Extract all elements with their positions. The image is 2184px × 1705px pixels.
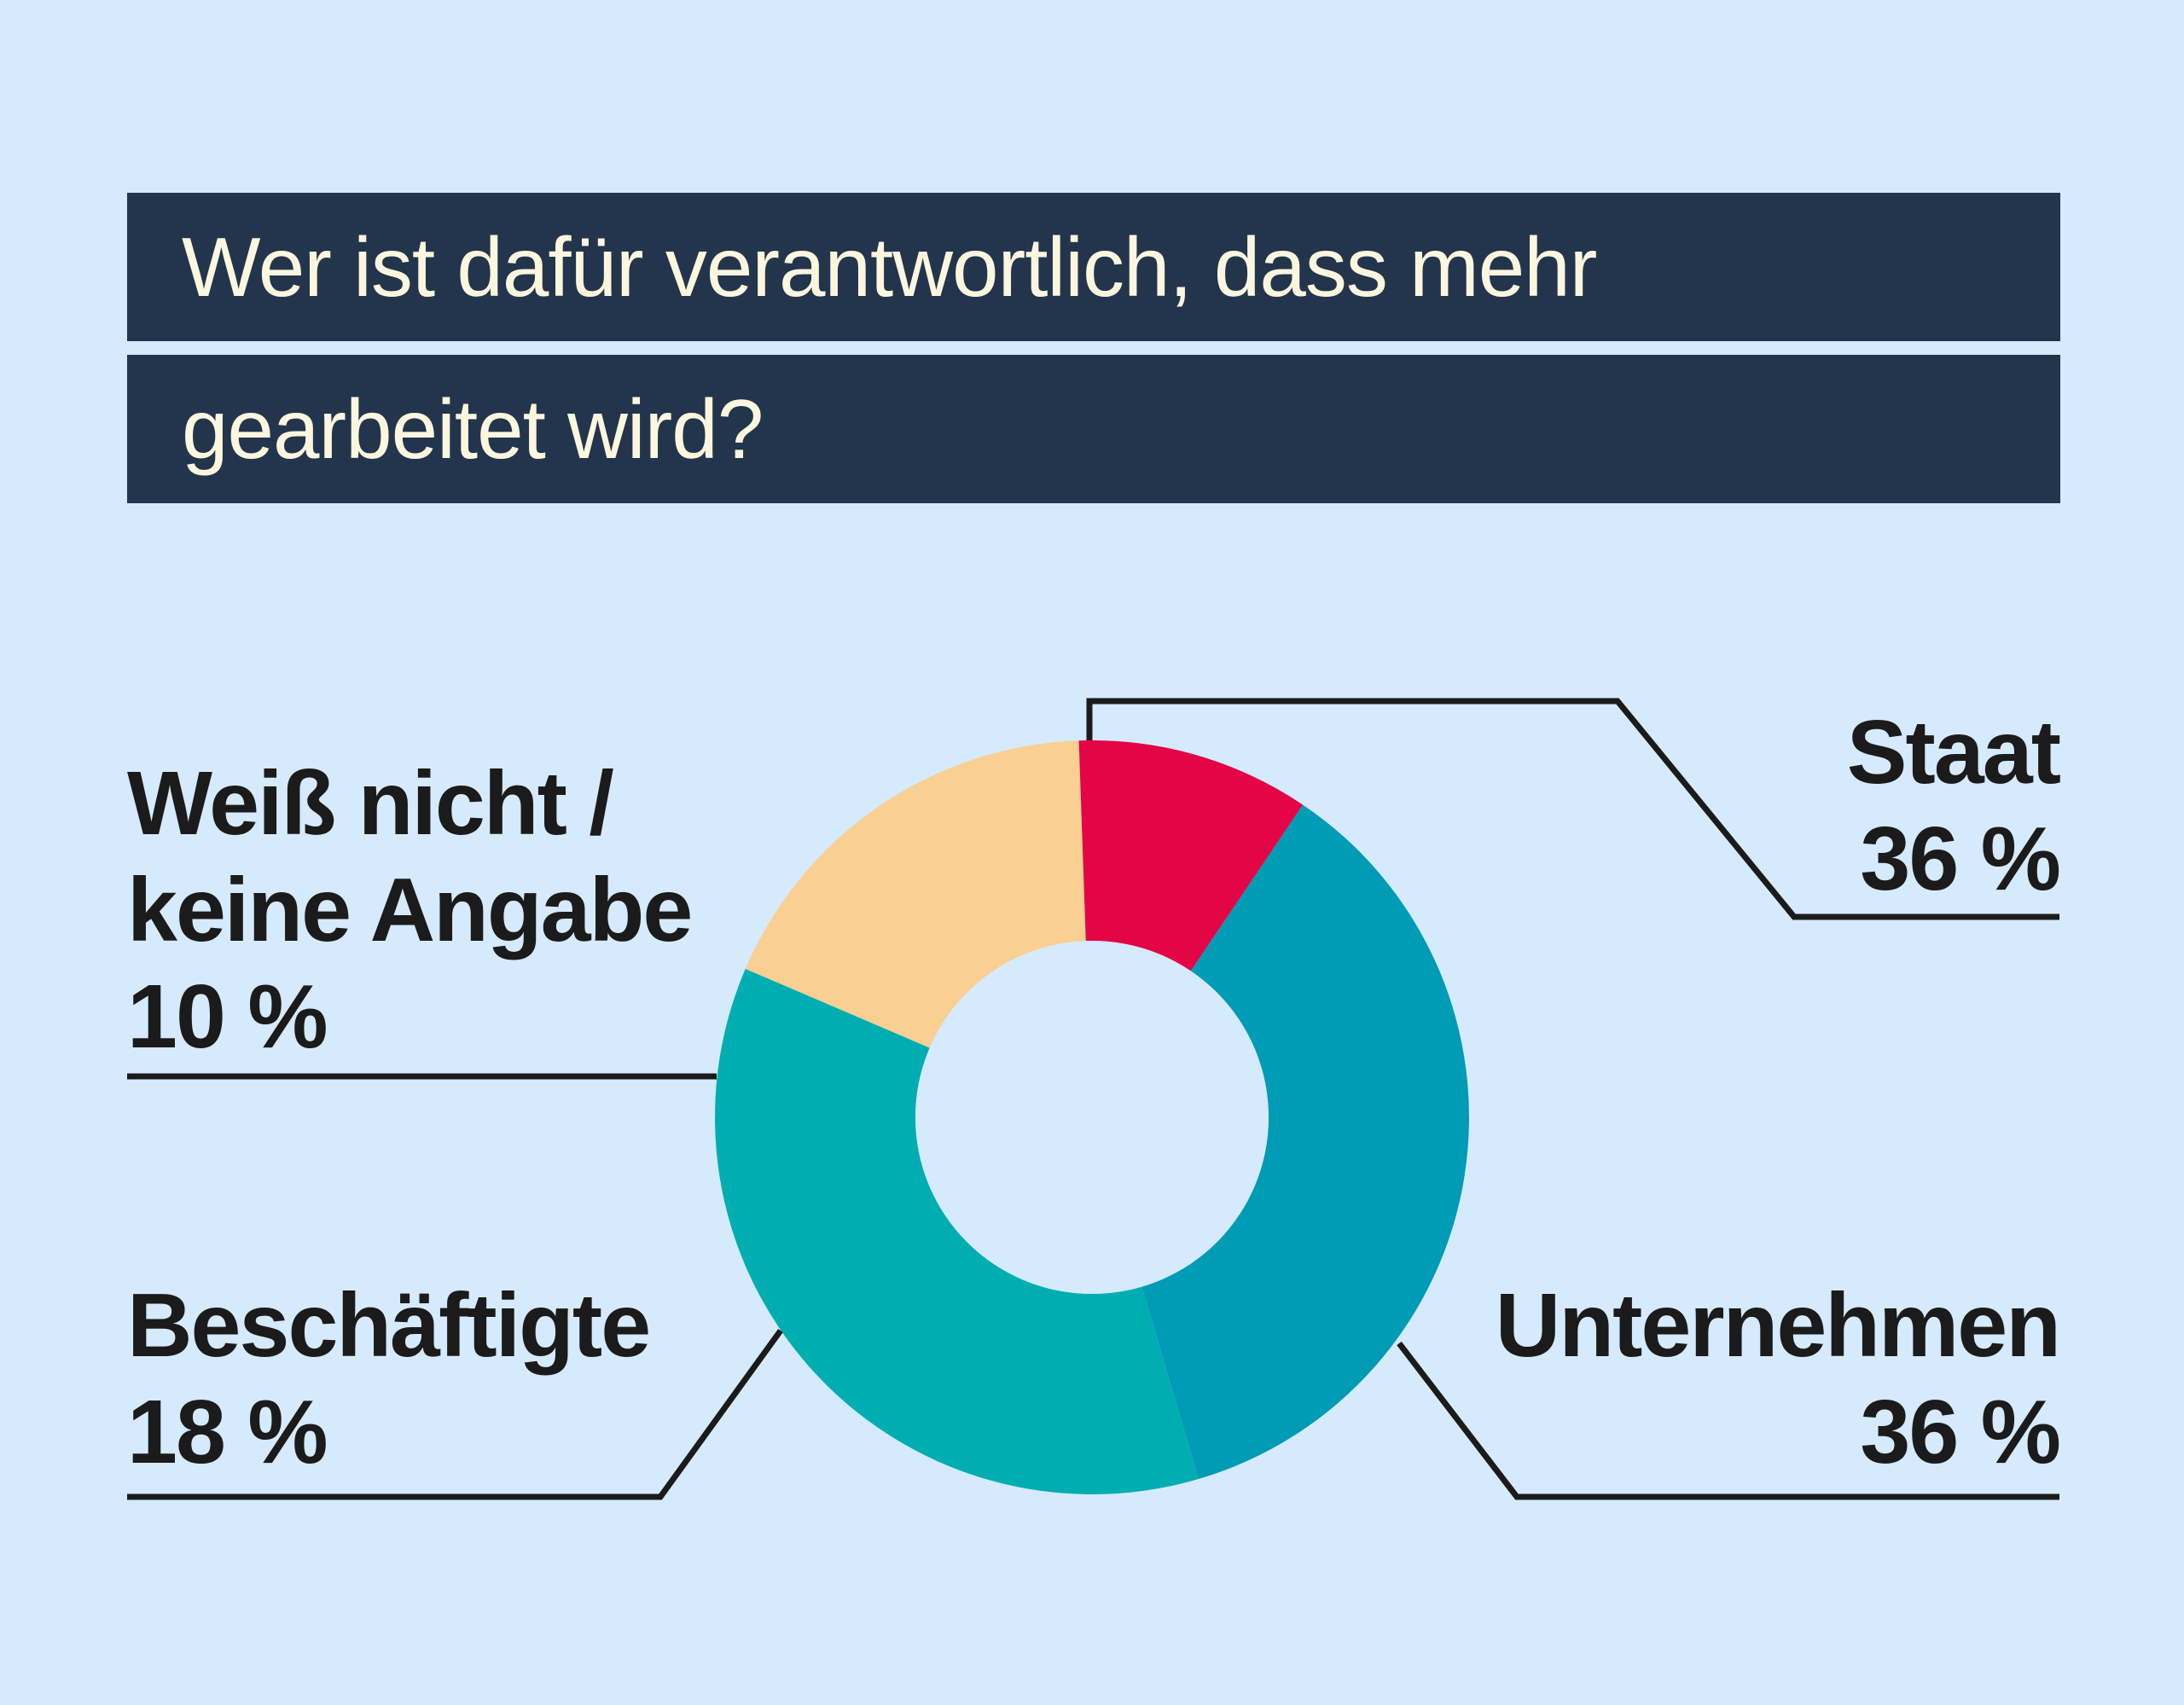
chart-title-text-2: gearbeitet wird? — [182, 381, 764, 476]
label-beschaeftigte-value: 18 % — [127, 1382, 328, 1482]
slice-weiss-nicht — [1078, 739, 1304, 971]
label-unternehmen-name: Unternehmen — [1495, 1275, 2061, 1376]
label-weiss-nicht: Weiß nicht / keine Angabe 10 % — [127, 751, 693, 1070]
slice-beschaeftigte — [745, 740, 1086, 1048]
slice-unternehmen — [715, 968, 1199, 1494]
chart-title-text-1: Wer ist dafür verantwortlich, dass mehr — [182, 219, 1597, 314]
chart-title-line-2: gearbeitet wird? — [127, 355, 2060, 503]
leader-beschaeftigte — [127, 1328, 783, 1500]
leader-unternehmen — [1397, 1341, 2059, 1500]
donut-hole — [915, 941, 1269, 1294]
label-weiss-nicht-line1: Weiß nicht / — [127, 753, 614, 854]
label-staat: Staat 36 % — [1846, 699, 2061, 913]
label-weiss-nicht-line2: keine Angabe — [127, 860, 693, 960]
label-unternehmen: Unternehmen 36 % — [1495, 1273, 2061, 1486]
slice-staat — [1141, 804, 1469, 1480]
leader-lines — [127, 698, 2059, 1500]
label-weiss-nicht-value: 10 % — [127, 966, 328, 1067]
label-beschaeftigte: Beschäftigte 18 % — [127, 1273, 651, 1486]
donut-slices — [715, 739, 1469, 1494]
leader-staat — [1086, 698, 2059, 920]
label-beschaeftigte-name: Beschäftigte — [127, 1275, 651, 1376]
chart-title-line-1: Wer ist dafür verantwortlich, dass mehr — [127, 193, 2060, 341]
label-unternehmen-value: 36 % — [1860, 1382, 2061, 1482]
label-staat-value: 36 % — [1860, 809, 2061, 909]
label-staat-name: Staat — [1846, 702, 2061, 803]
